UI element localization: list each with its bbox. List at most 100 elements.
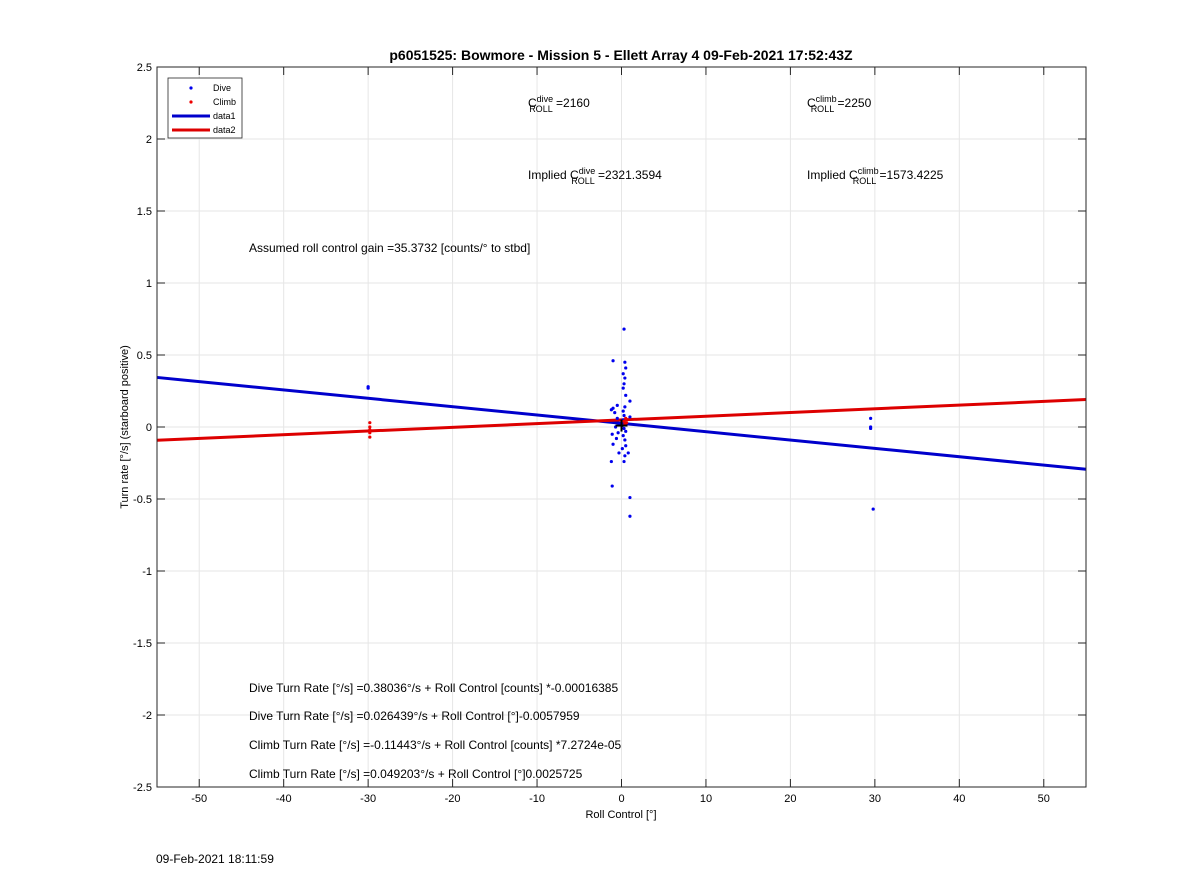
point-climb — [368, 421, 372, 425]
point-dive — [614, 436, 619, 441]
point-climb — [368, 428, 372, 432]
c-dive-sup: dive — [537, 94, 554, 104]
point-dive — [611, 442, 615, 446]
legend-data1-label: data1 — [213, 111, 236, 121]
annotation-c-climb: Cclimb ROLL =2250 — [807, 94, 872, 114]
point-dive — [623, 376, 627, 380]
point-climb — [368, 435, 372, 439]
point-dive — [609, 459, 613, 464]
axis-ticks: -50 -40 -30 -20 -10 0 10 20 30 40 50-2.5-2-1.5-1-0… — [133, 62, 1086, 805]
implied-dive-sup: dive — [579, 166, 596, 176]
legend-box — [167, 77, 243, 139]
y-tick-label: 0 — [146, 422, 152, 434]
c-climb-sub: ROLL — [811, 104, 835, 114]
point-climb — [368, 425, 372, 429]
c-dive-sub: ROLL — [529, 104, 553, 114]
point-dive — [617, 451, 621, 455]
centroid-marker — [615, 419, 628, 432]
legend-climb-marker — [189, 100, 193, 104]
y-tick-label: 1 — [146, 278, 152, 290]
implied-climb-sub: ROLL — [853, 176, 877, 186]
chart-title: p6051525: Bowmore - Mission 5 - Ellett A… — [389, 47, 853, 63]
fit-climb-degrees: Climb Turn Rate [°/s] =0.049203°/s + Rol… — [249, 767, 583, 781]
y-tick-label: -1.5 — [133, 638, 152, 650]
implied-dive-sub: ROLL — [571, 176, 595, 186]
legend-dive-marker — [189, 86, 193, 90]
point-climb — [368, 431, 372, 435]
point-dive — [624, 366, 628, 370]
point-dive — [628, 415, 632, 419]
point-dive — [613, 411, 617, 415]
y-tick-label: -2.5 — [133, 782, 152, 794]
point-climb — [624, 416, 628, 420]
x-tick-label: -40 — [276, 793, 292, 805]
legend-climb-label: Climb — [213, 97, 236, 107]
y-tick-label: -1 — [142, 566, 152, 578]
x-tick-label: 50 — [1038, 793, 1050, 805]
y-tick-label: 0.5 — [137, 350, 152, 362]
y-tick-label: -2 — [142, 710, 152, 722]
c-dive-prefix: C — [528, 96, 537, 110]
point-dive — [610, 484, 614, 488]
x-tick-label: 30 — [869, 793, 881, 805]
point-dive — [621, 409, 625, 413]
c-climb-value: =2250 — [834, 96, 871, 110]
point-dive — [616, 431, 620, 435]
y-axis-label: Turn rate [°/s] (starboard positive) — [119, 345, 131, 509]
point-dive — [623, 405, 627, 409]
c-dive-value: =2160 — [553, 96, 590, 110]
point-dive — [615, 403, 619, 407]
point-dive — [622, 413, 626, 418]
y-tick-label: 2 — [146, 134, 152, 146]
fit-dive-degrees: Dive Turn Rate [°/s] =0.026439°/s + Roll… — [249, 709, 580, 723]
point-dive — [621, 386, 625, 390]
point-dive — [622, 426, 626, 431]
annotation-implied-climb: Implied Cclimb ROLL =1573.4225 — [807, 166, 944, 186]
point-dive — [611, 359, 615, 363]
point-dive — [623, 438, 627, 442]
annotation-implied-dive: Implied Cdive ROLL =2321.3594 — [528, 166, 662, 186]
x-tick-label: 40 — [953, 793, 965, 805]
x-tick-label: -10 — [529, 793, 545, 805]
point-climb — [622, 419, 626, 423]
implied-climb-value: =1573.4225 — [876, 168, 943, 182]
c-climb-prefix: C — [807, 96, 816, 110]
implied-climb-prefix: Implied C — [807, 168, 858, 182]
point-dive — [624, 429, 628, 433]
point-dive — [626, 451, 630, 455]
y-tick-label: -0.5 — [133, 494, 152, 506]
point-dive — [622, 327, 626, 331]
implied-climb-sup: climb — [858, 166, 879, 176]
point-dive — [869, 426, 873, 431]
gain-annotation: Assumed roll control gain =35.3732 [coun… — [249, 241, 530, 255]
point-dive — [623, 360, 627, 364]
point-dive — [609, 408, 613, 412]
point-dive — [620, 447, 624, 451]
y-tick-label: 2.5 — [137, 62, 152, 74]
point-dive — [869, 416, 873, 420]
x-tick-label: -50 — [191, 793, 207, 805]
x-tick-label: 20 — [784, 793, 796, 805]
implied-dive-value: =2321.3594 — [595, 168, 662, 182]
point-dive — [624, 444, 628, 448]
x-tick-label: 0 — [618, 793, 624, 805]
fit-dive-counts: Dive Turn Rate [°/s] =0.38036°/s + Roll … — [249, 681, 618, 695]
point-dive — [366, 385, 370, 389]
point-dive — [621, 372, 625, 376]
point-dive — [615, 416, 619, 420]
point-dive — [871, 507, 875, 511]
legend-data2-label: data2 — [213, 125, 236, 135]
legend-dive-label: Dive — [213, 83, 231, 93]
annotation-c-dive: Cdive ROLL =2160 — [528, 94, 590, 114]
point-dive — [622, 382, 626, 386]
point-dive — [628, 495, 632, 500]
point-dive — [621, 434, 625, 438]
x-tick-label: 10 — [700, 793, 712, 805]
point-dive — [624, 393, 628, 397]
c-climb-sup: climb — [816, 94, 837, 104]
point-dive — [622, 459, 626, 464]
scatter-points — [366, 327, 875, 518]
